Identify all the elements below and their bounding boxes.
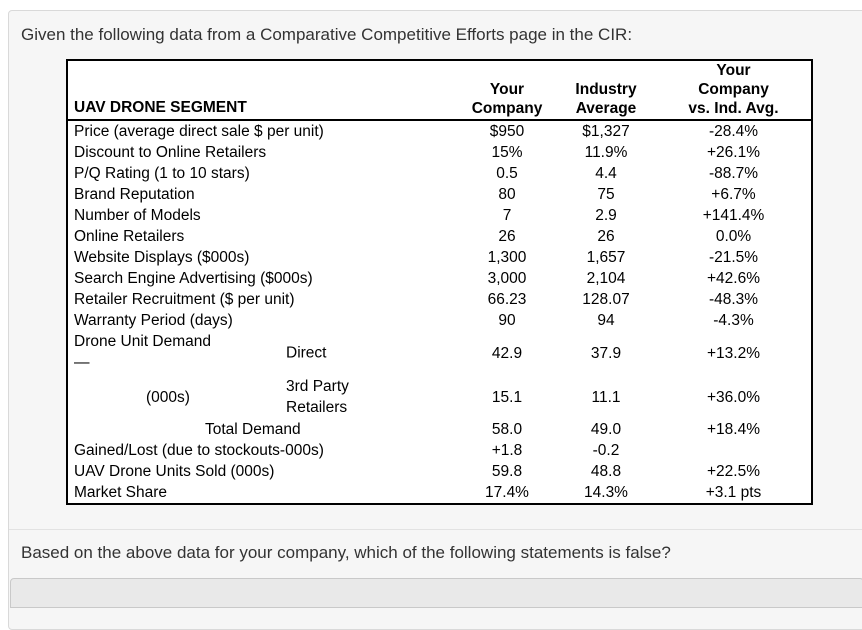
- vs-industry-value: +3.1 pts: [705, 484, 762, 501]
- your-company-value: 3,000: [487, 270, 527, 287]
- your-company-value: 0.5: [496, 165, 518, 182]
- metric-label: Online Retailers: [74, 228, 185, 245]
- table-row: Total Demand 58.0 49.0 +18.4%: [68, 419, 811, 440]
- metric-label: Website Displays ($000s): [74, 249, 250, 266]
- metric-label: Market Share: [74, 484, 168, 501]
- vs-industry-value: -4.3%: [713, 312, 754, 329]
- metric-label: Warranty Period (days): [74, 312, 233, 329]
- vs-industry-value: -21.5%: [708, 249, 759, 266]
- industry-average-value: 49.0: [590, 421, 622, 438]
- industry-average-value: -0.2: [592, 442, 620, 459]
- your-company-value: 59.8: [491, 463, 523, 480]
- column-header-industry-average: Industry Average: [575, 81, 637, 117]
- question-panel: Given the following data from a Comparat…: [8, 10, 862, 630]
- your-company-value: 26: [498, 228, 516, 245]
- answer-option-partial[interactable]: [10, 578, 862, 608]
- table-row: Online Retailers 26 26 0.0%: [68, 226, 811, 247]
- vs-industry-value: +13.2%: [706, 344, 760, 362]
- vs-industry-value: +26.1%: [706, 144, 760, 161]
- industry-average-value: $1,327: [582, 123, 630, 140]
- your-company-value: 90: [498, 312, 516, 329]
- table-row: Drone Unit Demand — Direct 42.9 37.9 +13.2%: [68, 331, 811, 375]
- your-company-value: 66.23: [487, 291, 527, 308]
- table-row: Retailer Recruitment ($ per unit) 66.23 12…: [68, 289, 811, 310]
- metric-sublabel: Direct: [286, 344, 327, 362]
- your-company-value: 15%: [491, 144, 523, 161]
- industry-average-value: 75: [597, 186, 615, 203]
- vs-industry-value: +22.5%: [706, 463, 760, 480]
- comparative-efforts-table: UAV DRONE SEGMENT Your Company Industry Av…: [66, 59, 813, 505]
- metric-label: Brand Reputation: [74, 186, 195, 203]
- metric-label: (000s) 3rd Party Retailers: [68, 375, 458, 419]
- your-company-value: 42.9: [491, 344, 523, 362]
- vs-industry-value: +141.4%: [702, 207, 765, 224]
- table-row: Market Share 17.4% 14.3% +3.1 pts: [68, 482, 811, 503]
- metric-label: Gained/Lost (due to stockouts-000s): [74, 442, 324, 459]
- vs-industry-value: +18.4%: [706, 421, 760, 438]
- your-company-value: $950: [489, 123, 525, 140]
- table-row: UAV Drone Units Sold (000s) 59.8 48.8 +22.5…: [68, 461, 811, 482]
- metric-label: Number of Models: [74, 207, 201, 224]
- table-row: Price (average direct sale $ per unit) $9…: [68, 121, 811, 142]
- industry-average-value: 2,104: [586, 270, 626, 287]
- table-body: Price (average direct sale $ per unit) $9…: [68, 121, 811, 503]
- industry-average-value: 14.3%: [584, 484, 628, 501]
- segment-header: UAV DRONE SEGMENT: [74, 99, 247, 116]
- vs-industry-value: -88.7%: [708, 165, 759, 182]
- vs-industry-value: +42.6%: [706, 270, 760, 287]
- your-company-value: 80: [498, 186, 516, 203]
- vs-industry-value: [656, 440, 811, 461]
- industry-average-value: 11.9%: [584, 144, 628, 161]
- industry-average-value: 2.9: [595, 207, 617, 224]
- vs-industry-value: +6.7%: [711, 186, 756, 203]
- table-row: Search Engine Advertising ($000s) 3,000 2,…: [68, 268, 811, 289]
- table-row: Website Displays ($000s) 1,300 1,657 -21.5%: [68, 247, 811, 268]
- column-header-vs-industry-average: Your Company vs. Ind. Avg.: [688, 62, 779, 117]
- section-divider: [9, 529, 862, 530]
- metric-label: Search Engine Advertising ($000s): [74, 270, 313, 287]
- metric-label: UAV Drone Units Sold (000s): [74, 463, 275, 480]
- industry-average-value: 26: [597, 228, 615, 245]
- vs-industry-value: -48.3%: [708, 291, 759, 308]
- metric-label: Discount to Online Retailers: [74, 144, 267, 161]
- your-company-value: +1.8: [491, 442, 523, 459]
- industry-average-value: 128.07: [582, 291, 630, 308]
- your-company-value: 7: [502, 207, 512, 224]
- your-company-value: 58.0: [491, 421, 523, 438]
- industry-average-value: 48.8: [590, 463, 622, 480]
- your-company-value: 17.4%: [485, 484, 529, 501]
- question-text: Based on the above data for your company…: [21, 543, 671, 562]
- metric-label: Price (average direct sale $ per unit): [74, 123, 324, 140]
- table-row: Warranty Period (days) 90 94 -4.3%: [68, 310, 811, 331]
- industry-average-value: 1,657: [586, 249, 626, 266]
- table-row: Number of Models 7 2.9 +141.4%: [68, 205, 811, 226]
- your-company-value: 15.1: [491, 388, 523, 406]
- table-row: Brand Reputation 80 75 +6.7%: [68, 184, 811, 205]
- vs-industry-value: 0.0%: [715, 228, 752, 245]
- column-header-your-company: Your Company: [471, 81, 543, 117]
- table-header-row: UAV DRONE SEGMENT Your Company Industry Av…: [68, 61, 811, 121]
- table-row: Gained/Lost (due to stockouts-000s) +1.8 -…: [68, 440, 811, 461]
- vs-industry-value: +36.0%: [706, 388, 760, 406]
- vs-industry-value: -28.4%: [708, 123, 759, 140]
- metric-label: Retailer Recruitment ($ per unit): [74, 291, 295, 308]
- industry-average-value: 11.1: [591, 388, 621, 406]
- your-company-value: 1,300: [487, 249, 527, 266]
- industry-average-value: 4.4: [595, 165, 617, 182]
- question-intro-text: Given the following data from a Comparat…: [21, 25, 633, 44]
- table-row: Discount to Online Retailers 15% 11.9% +26.…: [68, 142, 811, 163]
- metric-label: Drone Unit Demand — Direct: [68, 331, 458, 375]
- metric-label: P/Q Rating (1 to 10 stars): [74, 165, 250, 182]
- industry-average-value: 94: [597, 312, 615, 329]
- table-row: P/Q Rating (1 to 10 stars) 0.5 4.4 -88.7%: [68, 163, 811, 184]
- metric-sublabel: 3rd Party Retailers: [286, 378, 349, 416]
- industry-average-value: 37.9: [590, 344, 622, 362]
- table-row: (000s) 3rd Party Retailers 15.1 11.1 +36.0%: [68, 375, 811, 419]
- metric-label: Total Demand: [205, 421, 301, 438]
